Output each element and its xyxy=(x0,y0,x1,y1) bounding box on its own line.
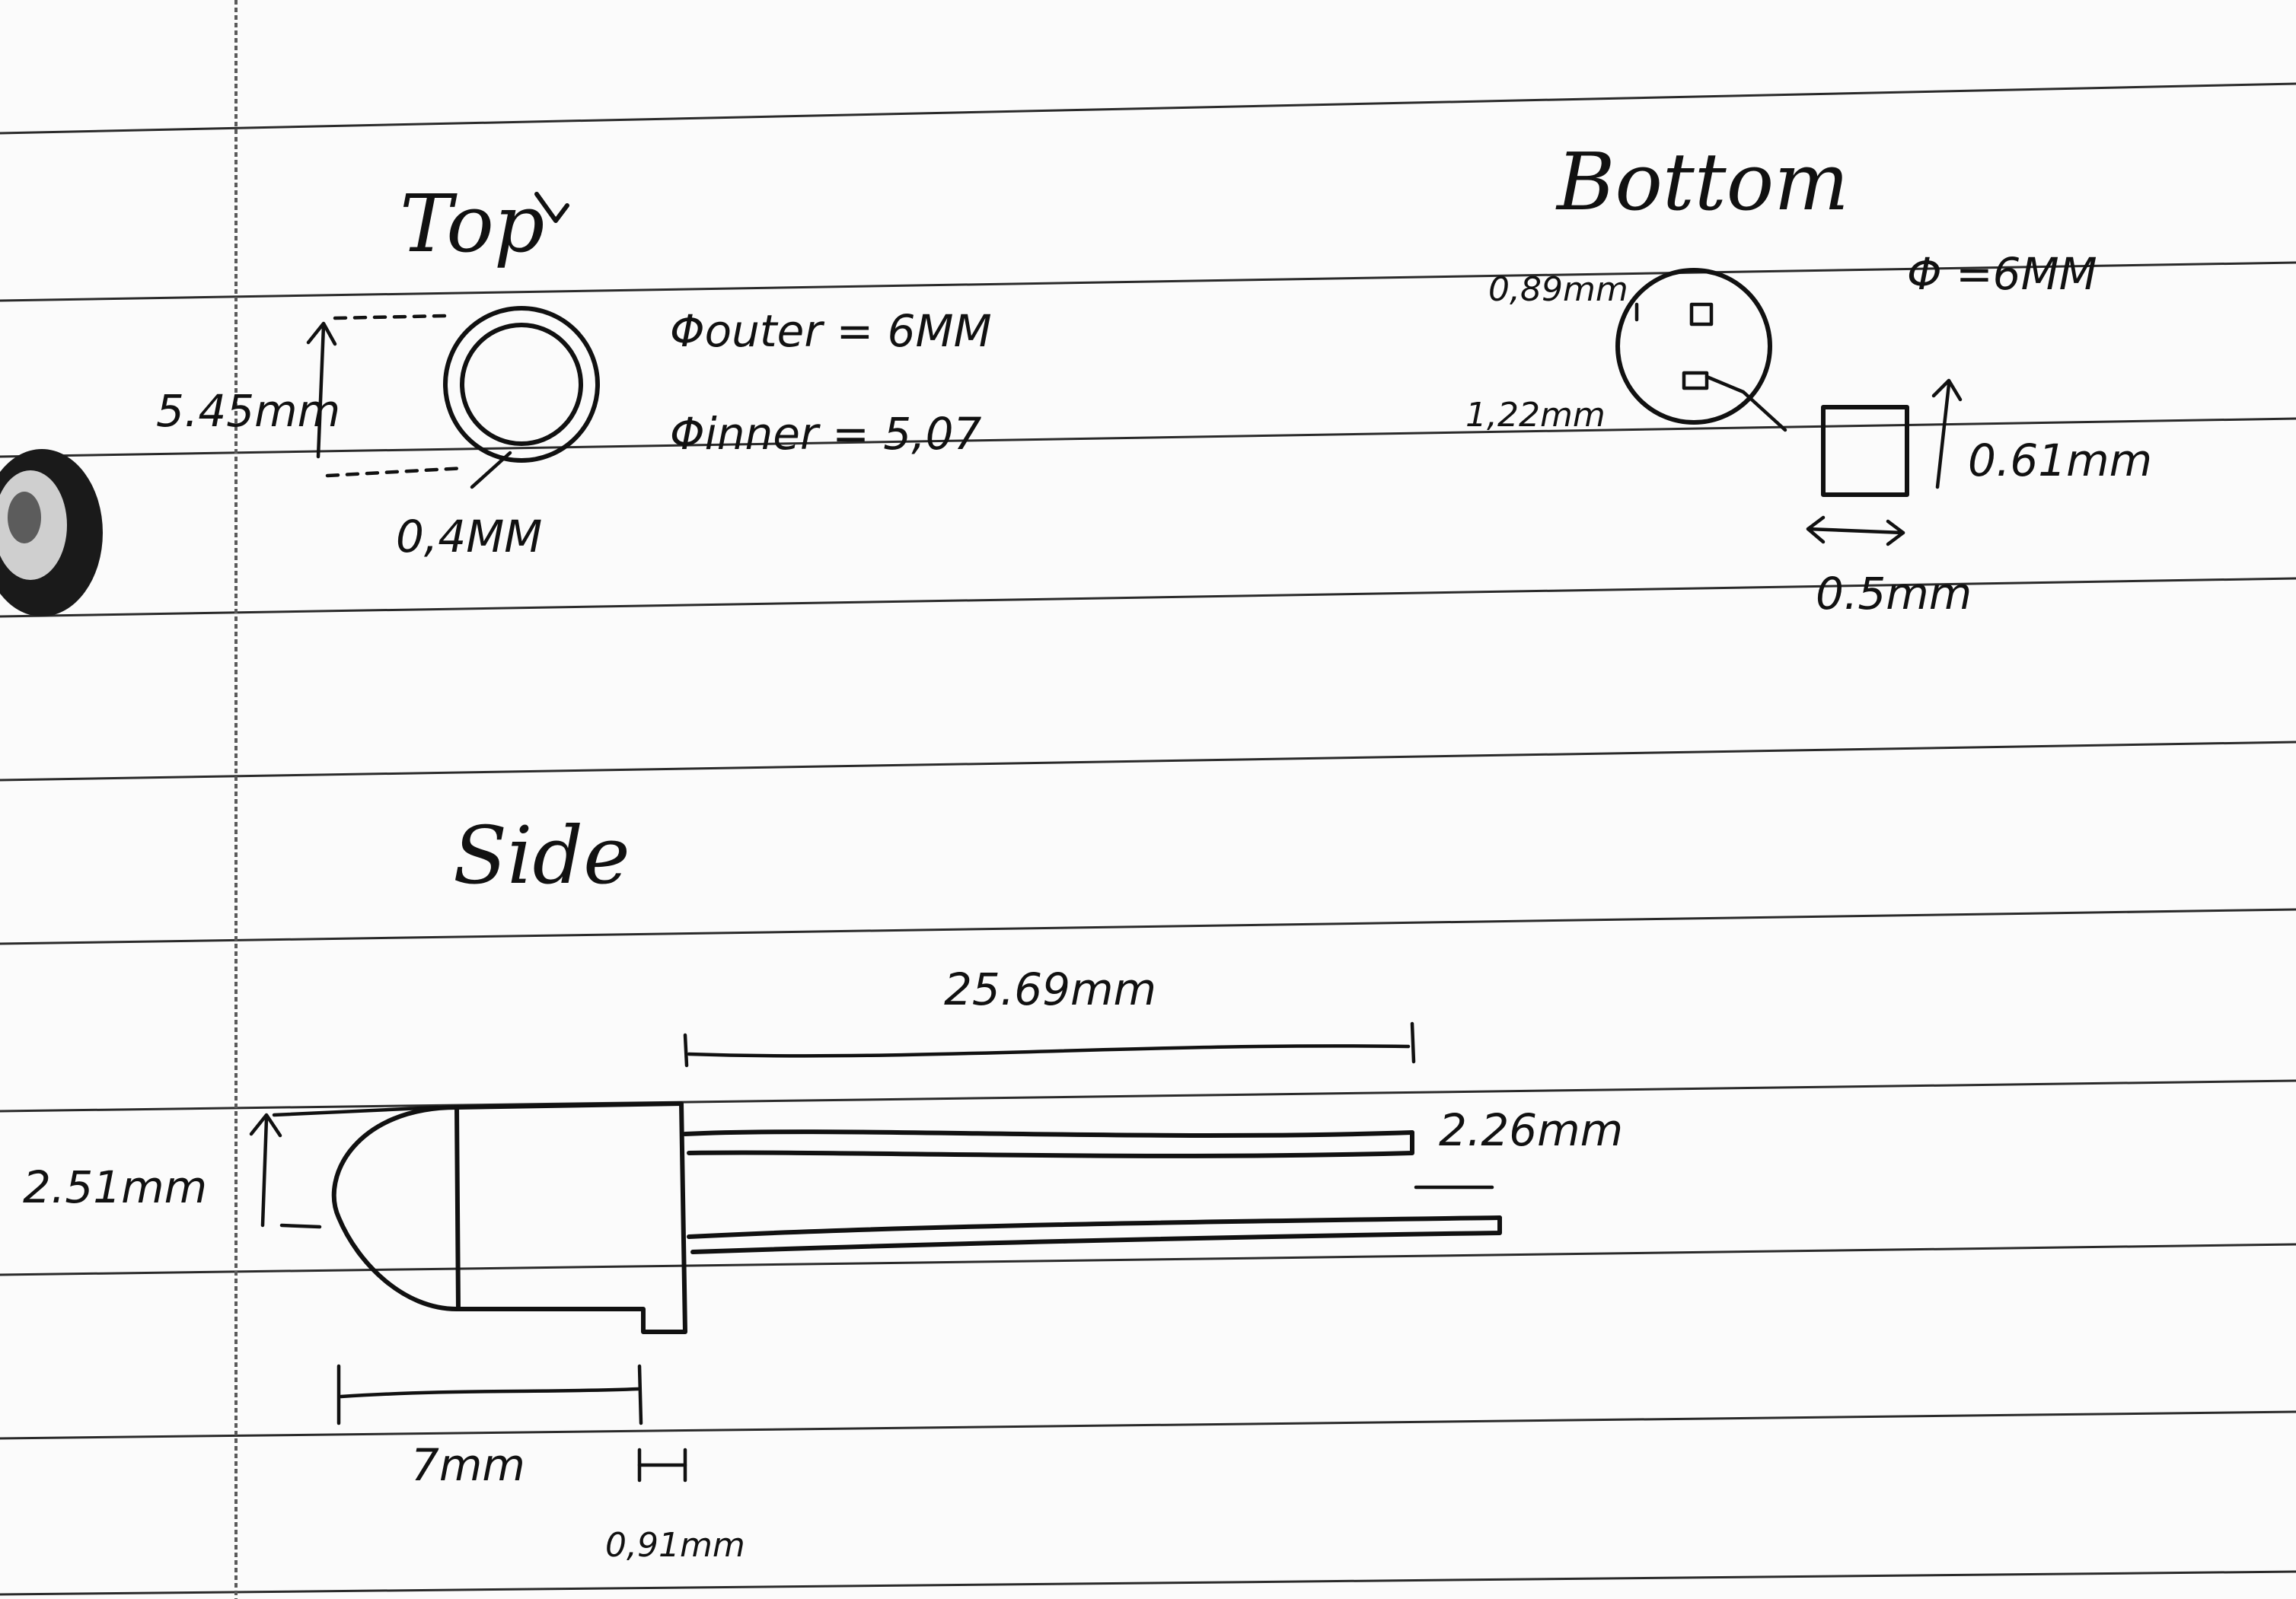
ruled-lines xyxy=(0,82,2296,1596)
side-lead-upper-bottom xyxy=(687,1130,1414,1158)
bottom-view: Bottom 0,89mm 1,22mm Φ =6MM 0.61mm 0.5mm xyxy=(1465,135,2152,620)
side-lead-length-label: 25.69mm xyxy=(944,964,1156,1015)
side-lead-lower-top xyxy=(687,1215,1502,1239)
side-lead-gap-label: 2.26mm xyxy=(1439,1104,1623,1156)
top-outer-circle xyxy=(443,306,600,463)
side-view: Side 25.69mm 2.51mm 2.26mm 7mm 0, xyxy=(23,809,1623,1565)
bottom-heading: Bottom xyxy=(1555,135,1849,228)
bottom-pad-spacing-label: 0,89mm xyxy=(1488,270,1628,309)
top-view: Top 5.45mm 0,4MM Φouter = 6MM Φinner = 5… xyxy=(156,177,992,562)
side-lead-upper-top xyxy=(683,1129,1414,1138)
side-body-length-label: 7mm xyxy=(411,1439,525,1491)
bottom-pad-upper xyxy=(1689,302,1714,326)
top-inner-label: Φinner = 5,07 xyxy=(670,408,982,460)
top-heading: Top xyxy=(400,177,544,270)
side-dome-height-label: 2.51mm xyxy=(23,1161,207,1213)
bottom-pad-detail xyxy=(1821,405,1909,497)
bottom-pad-height-label: 0.61mm xyxy=(1968,435,2152,486)
bottom-pad-offset-label: 1,22mm xyxy=(1465,396,1606,435)
top-ring-label: 0,4MM xyxy=(396,511,542,562)
bottom-body-circle xyxy=(1615,268,1772,425)
side-dome-divider xyxy=(454,1105,461,1311)
side-body-outline xyxy=(454,1101,687,1334)
side-heading: Side xyxy=(453,809,630,902)
top-outer-label: Φouter = 6MM xyxy=(670,305,992,357)
bottom-pad-width-label: 0.5mm xyxy=(1816,568,1972,620)
side-dome xyxy=(331,1105,459,1311)
bottom-pad-lower xyxy=(1682,371,1709,390)
top-height-label: 5.45mm xyxy=(156,385,340,437)
top-inner-circle xyxy=(460,323,583,446)
bottom-diameter-label: Φ =6MM xyxy=(1907,248,2097,300)
binder-hole xyxy=(0,449,103,616)
side-flange-label: 0,91mm xyxy=(605,1526,745,1565)
side-lead-lower-bottom xyxy=(690,1215,1502,1254)
